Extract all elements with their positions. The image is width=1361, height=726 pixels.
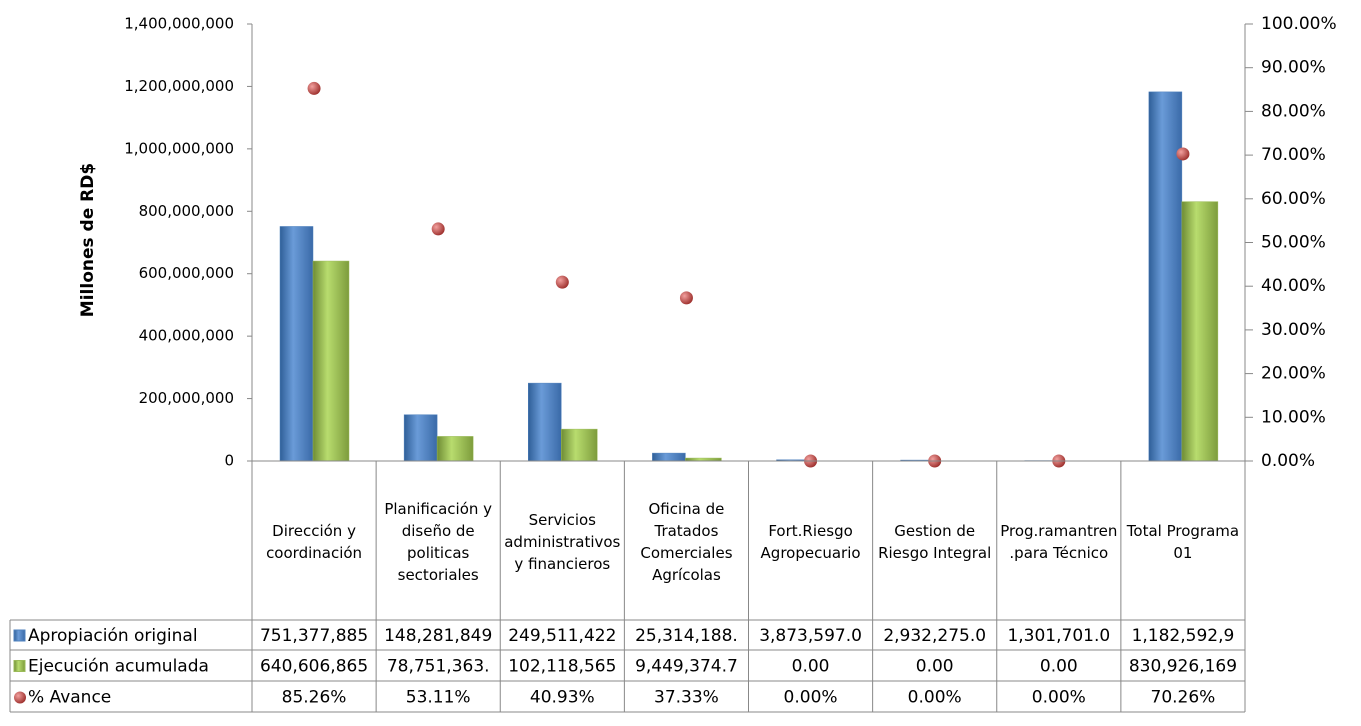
y2-tick-label: 90.00%: [1261, 58, 1326, 78]
data-label: 85.26%: [282, 688, 347, 708]
category-cell: Fort.Riesgo Agropecuario: [760, 521, 861, 562]
data-label: 78,751,363.: [387, 657, 490, 677]
x-tick-label: Fort.Riesgo Agropecuario: [760, 521, 861, 562]
y-tick-label: 800,000,000: [139, 202, 234, 220]
bar: [312, 260, 350, 462]
bar: [652, 452, 686, 462]
data-label: 0.00: [1040, 657, 1078, 677]
category-cell: Planificación y diseño de politicas sect…: [384, 499, 493, 584]
data-label: 70.26%: [1151, 688, 1216, 708]
x-tick-label: Servicios administrativos y financieros: [504, 510, 621, 573]
bar: [528, 382, 562, 462]
data-label: 102,118,565: [508, 657, 616, 677]
data-label: 148,281,849: [384, 626, 492, 646]
data-label: 0.00%: [784, 688, 838, 708]
category-cell: Prog.ramantren.para Técnico: [1000, 521, 1118, 562]
category-cell: Oficina de Tratados Comerciales Agrícola…: [640, 499, 733, 584]
point: [555, 275, 569, 289]
data-label: 40.93%: [530, 688, 595, 708]
y2-tick-label: 10.00%: [1261, 407, 1326, 427]
point: [431, 222, 445, 236]
bar: [1181, 201, 1219, 462]
y2-tick-label: 40.00%: [1261, 276, 1326, 296]
bar: [279, 226, 314, 462]
data-label: 0.00%: [908, 688, 962, 708]
data-label: 37.33%: [654, 688, 719, 708]
y-tick-label: 200,000,000: [139, 389, 234, 407]
x-tick-label: Gestion de Riesgo Integral: [878, 521, 992, 562]
x-tick-label: Oficina de Tratados Comerciales Agrícola…: [640, 499, 733, 584]
legend-label: Apropiación original: [28, 626, 198, 646]
data-label: 9,449,374.7: [635, 657, 738, 677]
y2-tick-label: 30.00%: [1261, 320, 1326, 340]
data-label: 751,377,885: [260, 626, 368, 646]
y2-tick-label: 100.00%: [1261, 14, 1337, 34]
data-label: 830,926,169: [1129, 657, 1237, 677]
legend-key: [13, 660, 26, 672]
y2-tick-label: 70.00%: [1261, 145, 1326, 165]
bar: [436, 436, 474, 462]
y-axis-label: Millones de RD$: [78, 163, 98, 317]
y2-tick-label: 80.00%: [1261, 101, 1326, 121]
bar: [1148, 91, 1183, 462]
y-tick-label: 1,000,000,000: [124, 139, 234, 157]
point: [679, 291, 693, 305]
x-tick-label: Dirección y coordinación: [266, 521, 363, 562]
bar: [403, 414, 438, 462]
category-cell: Total Programa 01: [1126, 521, 1240, 562]
data-label: 0.00%: [1032, 688, 1086, 708]
y2-tick-label: 50.00%: [1261, 233, 1326, 253]
data-label: 1,301,701.0: [1007, 626, 1110, 646]
point: [307, 81, 321, 95]
category-cell: Dirección y coordinación: [266, 521, 363, 562]
data-label: 640,606,865: [260, 657, 368, 677]
y2-tick-label: 20.00%: [1261, 364, 1326, 384]
point: [1176, 147, 1190, 161]
data-label: 25,314,188.: [635, 626, 738, 646]
data-label: 1,182,592,9: [1132, 626, 1235, 646]
y-tick-label: 1,400,000,000: [124, 15, 234, 33]
y-tick-label: 0: [224, 452, 234, 470]
legend-label: % Avance: [28, 688, 111, 708]
x-tick-label: Planificación y diseño de politicas sect…: [384, 499, 493, 584]
y2-tick-label: 0.00%: [1261, 451, 1315, 471]
category-cell: Gestion de Riesgo Integral: [878, 521, 992, 562]
data-label: 2,932,275.0: [883, 626, 986, 646]
data-label: 249,511,422: [508, 626, 616, 646]
legend-key: [14, 691, 26, 704]
data-label: 53.11%: [406, 688, 471, 708]
legend-label: Ejecución acumulada: [28, 657, 209, 677]
bar: [561, 428, 598, 462]
data-label: 0.00: [792, 657, 830, 677]
legend-key: [13, 629, 26, 642]
y-tick-label: 600,000,000: [139, 264, 234, 282]
data-label: 0.00: [916, 657, 954, 677]
x-tick-label: Prog.ramantren.para Técnico: [1000, 521, 1118, 562]
category-cell: Servicios administrativos y financieros: [504, 510, 621, 573]
y2-tick-label: 60.00%: [1261, 189, 1326, 209]
x-tick-label: Total Programa 01: [1126, 521, 1240, 562]
data-label: 3,873,597.0: [759, 626, 862, 646]
y-tick-label: 1,200,000,000: [124, 77, 234, 95]
y-tick-label: 400,000,000: [139, 327, 234, 345]
